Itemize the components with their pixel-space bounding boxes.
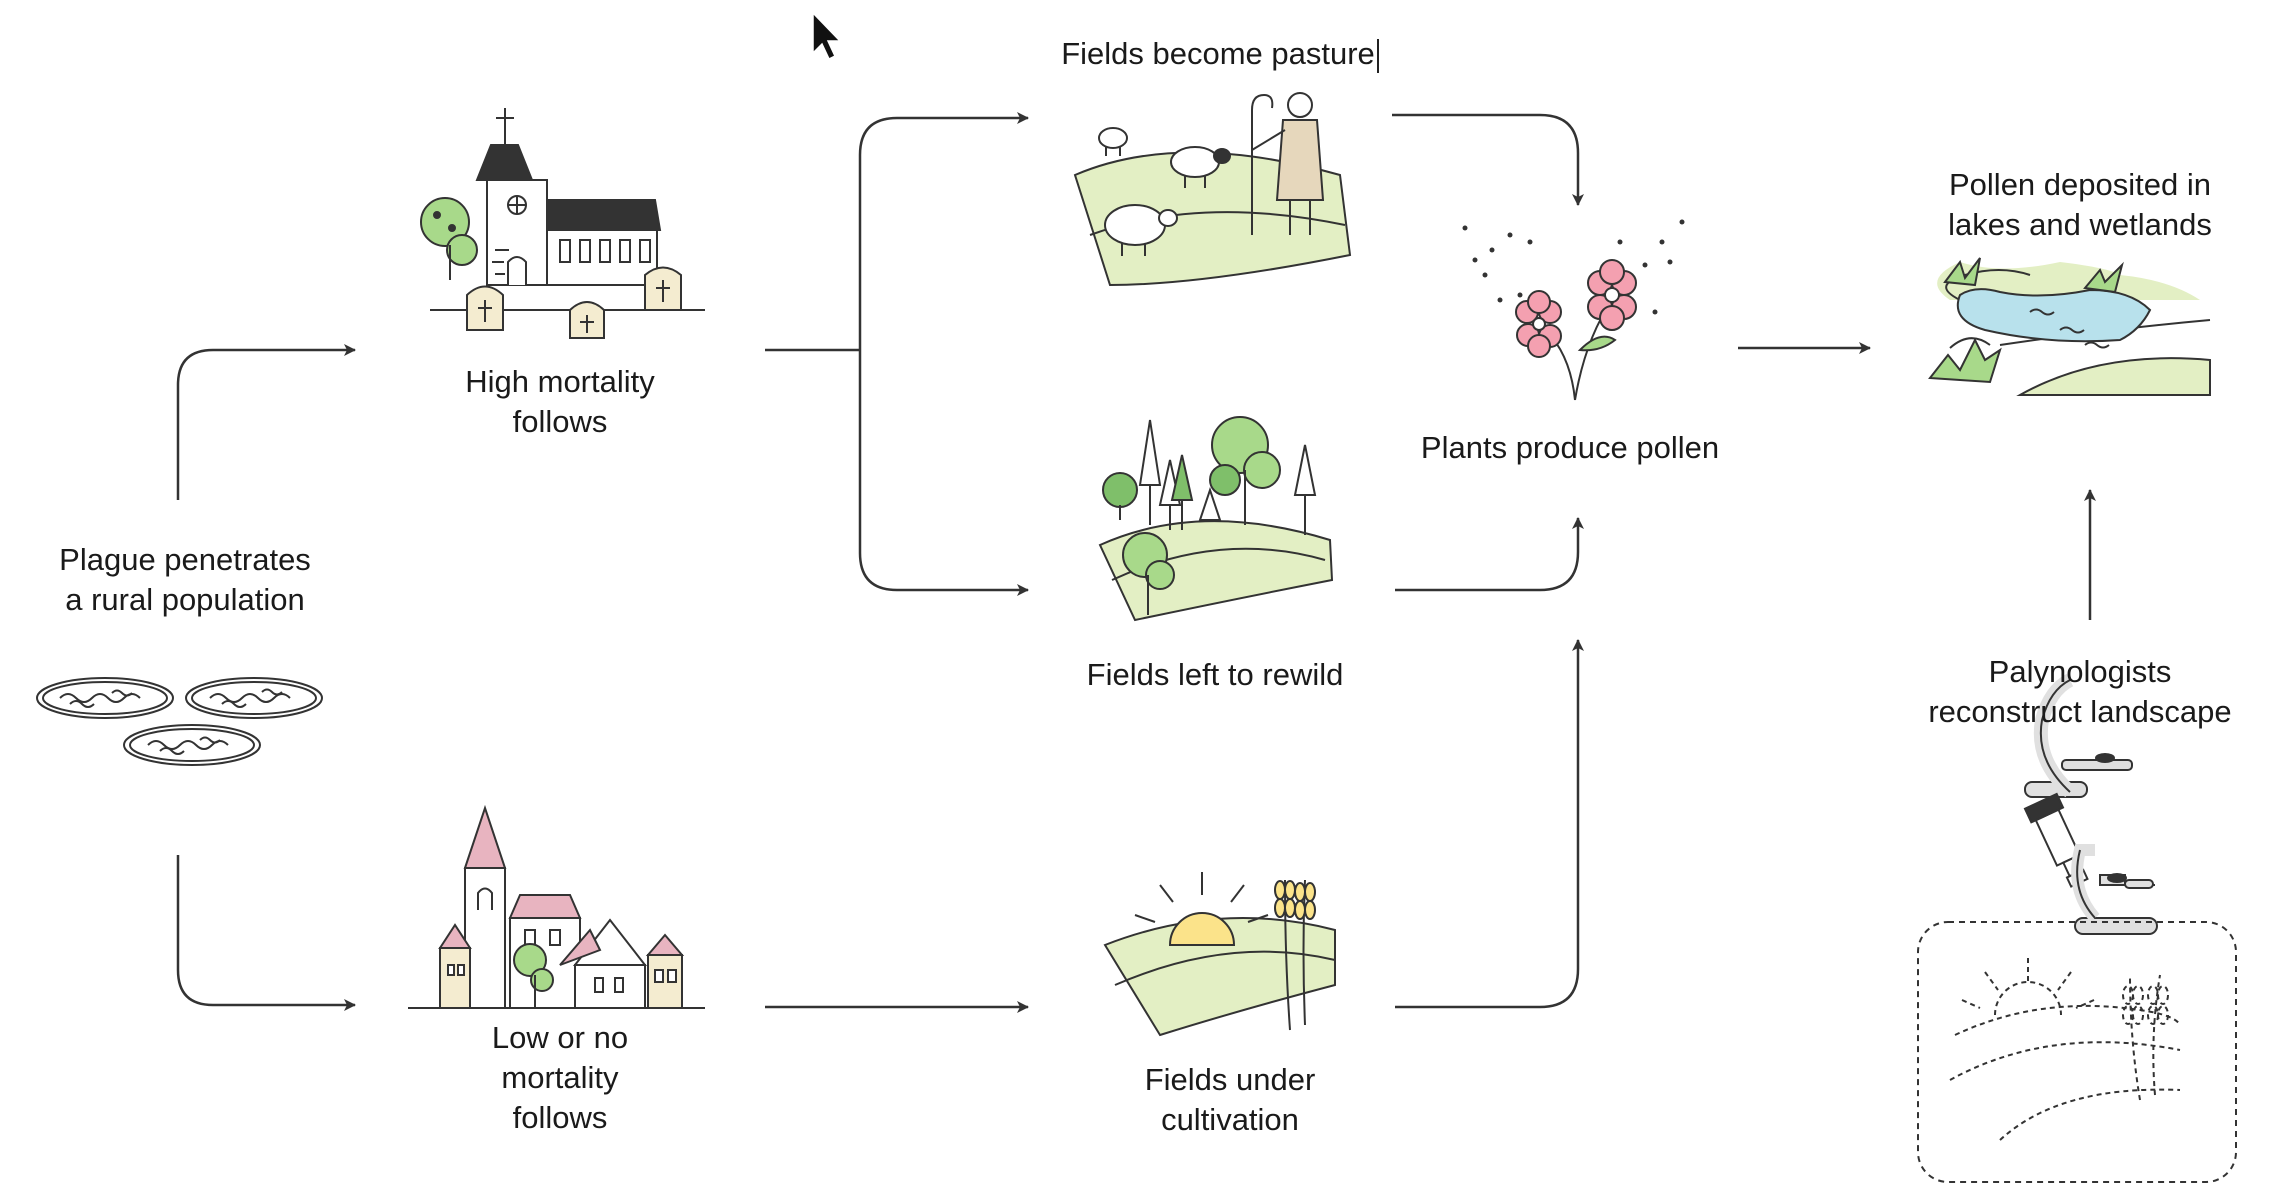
wheat-field-icon xyxy=(1103,872,1336,1037)
arrow-rewild-to-pollen xyxy=(1395,517,1584,592)
flowers-pollen-icon xyxy=(1462,219,1685,401)
arrow-split-to-rewild xyxy=(858,350,1029,596)
label-plague: Plague penetrates a rural population xyxy=(30,540,340,620)
label-low-mortality: Low or no mortality follows xyxy=(415,1018,705,1138)
label-pasture: Fields become pasture xyxy=(1000,34,1440,74)
arrow-plague-to-high-mortality xyxy=(176,344,356,500)
lake-wetland-icon xyxy=(1928,257,2211,396)
label-palynologists-line-2: reconstruct landscape xyxy=(1928,694,2232,729)
village-icon xyxy=(408,804,705,1009)
label-cultivation-line-2: cultivation xyxy=(1161,1102,1299,1137)
label-high-mortality-line-2: follows xyxy=(512,404,608,439)
arrow-cultivation-to-pollen xyxy=(1395,639,1584,1009)
label-rewild-text: Fields left to rewild xyxy=(1086,657,1344,692)
arrow-split-to-pasture xyxy=(858,112,1029,350)
text-caret xyxy=(1376,38,1379,73)
label-pollen-deposit: Pollen deposited in lakes and wetlands xyxy=(1920,165,2240,245)
label-low-mortality-line-2: mortality xyxy=(501,1060,619,1095)
label-rewild: Fields left to rewild xyxy=(1045,655,1385,695)
label-high-mortality-line-1: High mortality xyxy=(465,364,655,399)
label-low-mortality-line-1: Low or no xyxy=(491,1020,629,1055)
label-cultivation: Fields under cultivation xyxy=(1080,1060,1380,1140)
arrow-pasture-to-pollen xyxy=(1392,113,1584,206)
label-pasture-text: Fields become pasture xyxy=(1061,36,1375,71)
petri-dishes-icon xyxy=(36,677,323,766)
label-cultivation-line-1: Fields under xyxy=(1144,1062,1316,1097)
label-high-mortality: High mortality follows xyxy=(415,362,705,442)
label-plague-line-1: Plague penetrates xyxy=(59,542,311,577)
label-pollen-deposit-line-2: lakes and wetlands xyxy=(1948,207,2212,242)
shepherd-sheep-icon xyxy=(1073,92,1352,287)
label-palynologists-line-1: Palynologists xyxy=(1988,654,2172,689)
label-palynologists: Palynologists reconstruct landscape xyxy=(1900,652,2260,732)
label-low-mortality-line-3: follows xyxy=(512,1100,608,1135)
arrow-plague-to-low-mortality xyxy=(176,855,356,1011)
label-pollen-deposit-line-1: Pollen deposited in xyxy=(1949,167,2211,202)
church-graveyard-icon xyxy=(420,108,705,339)
forest-icon xyxy=(1098,416,1334,622)
label-pollen-produce: Plants produce pollen xyxy=(1400,428,1740,468)
label-plague-line-2: a rural population xyxy=(65,582,305,617)
mouse-cursor-icon xyxy=(812,11,842,61)
label-pollen-produce-text: Plants produce pollen xyxy=(1420,430,1720,465)
flow-arrows xyxy=(176,112,2096,1013)
dashed-landscape-icon xyxy=(1917,921,2237,1183)
